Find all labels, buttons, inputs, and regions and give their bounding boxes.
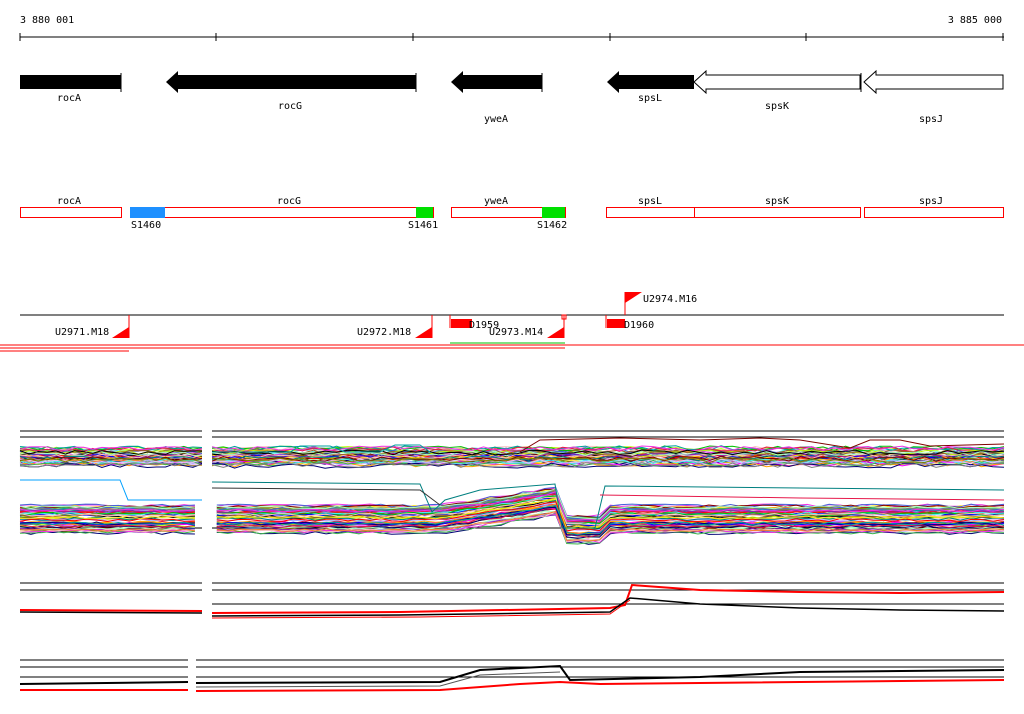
transcript-label: ywеA	[484, 196, 508, 207]
expression-profiles-track	[19, 428, 1005, 545]
ruler-start-label: 3 880 001	[20, 15, 74, 26]
coordinate-ruler: 3 880 001 3 885 000	[19, 15, 1004, 41]
transcript-rocG[interactable]: rocG	[130, 196, 434, 218]
gene-spsK[interactable]: spsK	[693, 69, 862, 112]
gene-label: spsK	[765, 101, 789, 112]
gene-track: rocA rocG ywеA spsL spsK spsJ	[20, 69, 1004, 125]
expression-track-2	[19, 582, 1005, 619]
transcript-label: spsK	[765, 196, 789, 207]
transcript-ywea[interactable]: ywеA	[451, 196, 566, 218]
segment-label: S1462	[537, 220, 567, 231]
segment-S1462[interactable]: S1462	[537, 207, 567, 231]
ruler-end-label: 3 885 000	[948, 15, 1002, 26]
feature-label: U2972.M18	[357, 327, 411, 338]
feature-track: U2971.M18 U2972.M18 D1959 U2973.M14 D196…	[0, 292, 1024, 352]
transcript-label: spsL	[638, 196, 662, 207]
gene-spsJ[interactable]: spsJ	[863, 69, 1004, 125]
transcript-spsK[interactable]: spsK	[694, 196, 861, 218]
feature-label: D1959	[469, 320, 499, 331]
gene-rocA[interactable]: rocA	[20, 73, 122, 104]
feature-U2971[interactable]: U2971.M18	[55, 315, 130, 338]
gene-label: rocG	[278, 101, 302, 112]
feature-U2974[interactable]: U2974.M16	[624, 292, 697, 315]
feature-U2973[interactable]: U2973.M14	[489, 314, 567, 338]
transcript-spsJ[interactable]: spsJ	[864, 196, 1004, 218]
feature-label: U2973.M14	[489, 327, 543, 338]
expression-track-3	[19, 659, 1005, 692]
feature-underlines	[0, 342, 1024, 352]
gene-rocG[interactable]: rocG	[166, 71, 417, 112]
gene-label: ywеA	[484, 114, 508, 125]
gene-label: spsJ	[919, 114, 943, 125]
transcript-label: rocG	[277, 196, 301, 207]
transcript-spsL[interactable]: spsL	[606, 196, 695, 218]
transcript-rocA[interactable]: rocA	[20, 196, 122, 218]
feature-label: U2971.M18	[55, 327, 109, 338]
feature-U2972[interactable]: U2972.M18	[357, 315, 433, 338]
transcript-label: spsJ	[919, 196, 943, 207]
feature-label: D1960	[624, 320, 654, 331]
segment-label: S1460	[131, 220, 161, 231]
segment-S1461[interactable]: S1461	[408, 207, 438, 231]
transcript-label: rocA	[57, 196, 81, 207]
segment-S1460[interactable]: S1460	[130, 207, 165, 231]
feature-D1960[interactable]: D1960	[605, 315, 654, 331]
feature-D1959[interactable]: D1959	[449, 315, 499, 331]
gene-label: spsL	[638, 93, 662, 104]
gene-label: rocA	[57, 93, 81, 104]
ruler-ticks	[19, 33, 1004, 41]
feature-label: U2974.M16	[643, 294, 697, 305]
gene-ywea[interactable]: ywеA	[451, 71, 543, 125]
gene-spsL[interactable]: spsL	[607, 71, 694, 104]
transcript-track: rocA rocG ywеA spsL spsK spsJ S1460	[20, 196, 1004, 231]
segment-label: S1461	[408, 220, 438, 231]
